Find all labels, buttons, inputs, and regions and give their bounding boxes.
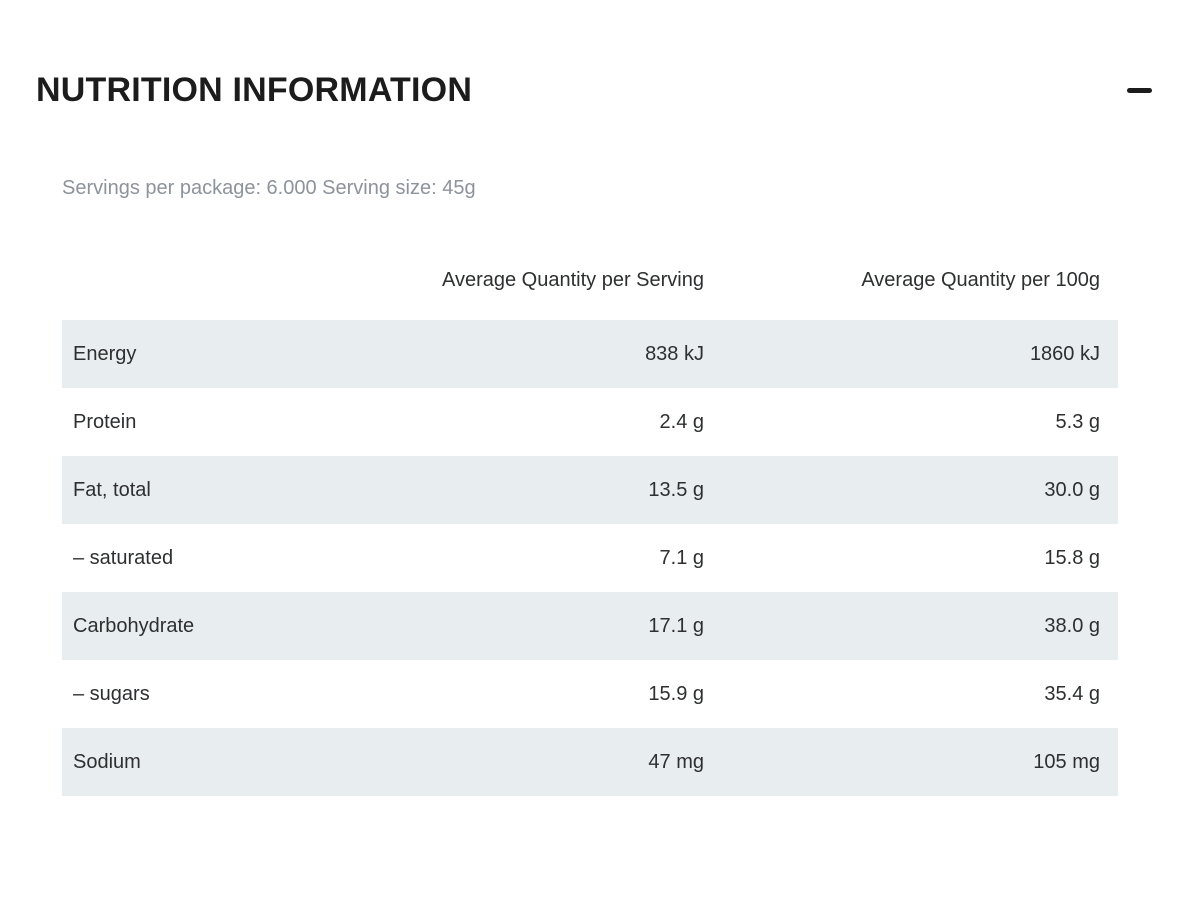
nutrient-label: Sodium [73,750,141,773]
section-title: NUTRITION INFORMATION [36,71,473,109]
minus-icon [1127,87,1152,93]
per-serving-value: 838 kJ [645,342,704,365]
per-100g-value: 105 mg [1033,750,1100,773]
table-row: Carbohydrate 17.1 g 38.0 g [62,592,1118,660]
nutrient-label: Energy [73,342,137,365]
table-row: – saturated 7.1 g 15.8 g [62,524,1118,592]
per-100g-value: 5.3 g [1055,410,1100,433]
table-row: Sodium 47 mg 105 mg [62,728,1118,796]
column-header-empty [62,268,408,320]
table-row: Fat, total 13.5 g 30.0 g [62,456,1118,524]
nutrient-label: – sugars [73,682,150,705]
accordion-header[interactable]: NUTRITION INFORMATION [36,71,1152,109]
nutrient-label: Carbohydrate [73,614,195,637]
per-100g-value: 35.4 g [1044,682,1100,705]
nutrient-label: – saturated [73,546,174,569]
per-serving-value: 2.4 g [659,410,704,433]
collapse-toggle-button[interactable] [1127,82,1152,99]
table-row: Protein 2.4 g 5.3 g [62,388,1118,456]
per-serving-value: 47 mg [648,750,704,773]
nutrition-information-section: NUTRITION INFORMATION Servings per packa… [0,71,1200,900]
nutrient-label: Fat, total [73,478,151,501]
per-100g-value: 1860 kJ [1029,342,1100,365]
table-row: Energy 838 kJ 1860 kJ [62,320,1118,388]
nutrition-table: Average Quantity per Serving Average Qua… [62,268,1118,796]
table-header-row: Average Quantity per Serving Average Qua… [62,268,1118,320]
table-row: – sugars 15.9 g 35.4 g [62,660,1118,728]
per-serving-value: 17.1 g [648,614,704,637]
per-100g-value: 30.0 g [1044,478,1100,501]
column-header-per-100g: Average Quantity per 100g [861,269,1100,291]
per-serving-value: 13.5 g [648,478,704,501]
per-serving-value: 7.1 g [659,546,704,569]
nutrient-label: Protein [73,410,137,433]
serving-info-text: Servings per package: 6.000 Serving size… [62,177,476,199]
column-header-per-serving: Average Quantity per Serving [441,269,704,291]
per-100g-value: 38.0 g [1044,614,1100,637]
per-100g-value: 15.8 g [1044,546,1100,569]
per-serving-value: 15.9 g [648,682,704,705]
